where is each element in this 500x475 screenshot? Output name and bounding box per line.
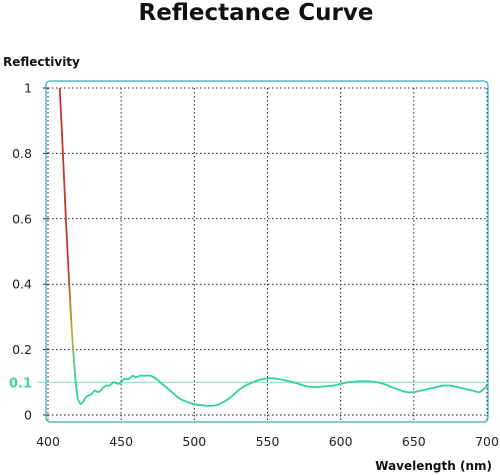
x-tick-label: 450 — [109, 434, 133, 449]
plot-frame — [45, 80, 489, 423]
y-tick-label: 0.4 — [12, 277, 32, 292]
y-tick-label: 0.6 — [12, 211, 32, 226]
y-tick-label: 1 — [24, 81, 32, 96]
tick-labels: 400 450 500 550 600 650 700 0 0.2 0.4 0.6 0.8 1 — [12, 81, 499, 450]
y-tick-label: 0.2 — [12, 342, 32, 357]
x-tick-label: 600 — [329, 434, 353, 449]
x-tick-label: 700 — [475, 434, 499, 449]
y-tick-label: 0.8 — [12, 146, 32, 161]
y-axis-label: Reflectivity — [3, 55, 80, 69]
chart-title: Reflectance Curve — [139, 0, 374, 26]
x-tick-label: 550 — [256, 434, 280, 449]
x-axis-label: Wavelength (nm) — [375, 459, 492, 473]
reference-line-label: 0.1 — [9, 376, 32, 391]
x-tick-label: 400 — [36, 434, 60, 449]
y-tick-label: 0 — [24, 408, 32, 423]
x-tick-label: 500 — [182, 434, 206, 449]
reflectance-series-line — [58, 87, 488, 407]
x-tick-label: 650 — [402, 434, 426, 449]
grid — [43, 87, 488, 421]
